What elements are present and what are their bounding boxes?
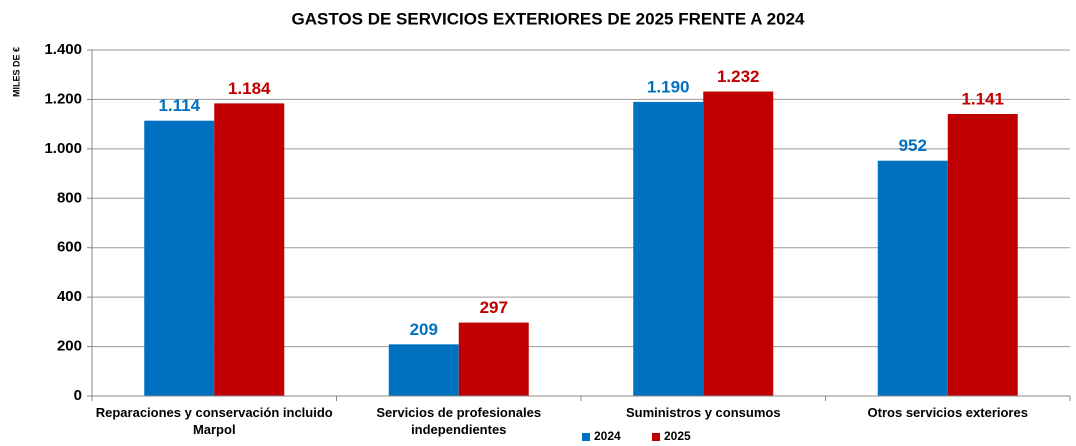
x-tick-label: Suministros y consumos	[625, 405, 781, 420]
y-tick-label: 0	[74, 387, 82, 404]
data-label: 1.190	[647, 77, 690, 96]
data-label: 1.141	[961, 89, 1004, 108]
x-tick-label: Otros servicios exteriores	[867, 405, 1028, 420]
bar	[144, 120, 215, 396]
x-tick-label: Reparaciones y conservación incluido Mar…	[95, 405, 333, 437]
legend-swatch	[652, 433, 660, 441]
bar	[947, 114, 1018, 396]
legend-swatch	[582, 433, 590, 441]
data-label: 1.114	[158, 96, 200, 115]
y-tick-label: 1.200	[44, 90, 82, 107]
legend-label: 2024	[594, 429, 621, 443]
data-label: 952	[899, 136, 927, 155]
legend-label: 2025	[664, 429, 691, 443]
y-tick-label: 400	[57, 288, 82, 305]
bar	[214, 103, 285, 396]
data-label: 1.232	[717, 67, 760, 86]
bar	[633, 101, 704, 397]
y-tick-label: 200	[57, 338, 82, 355]
y-tick-label: 600	[57, 239, 82, 256]
bar	[877, 160, 948, 396]
y-tick-label: 1.000	[44, 140, 82, 157]
bar	[458, 322, 529, 396]
y-tick-label: 800	[57, 189, 82, 206]
data-label: 1.184	[228, 79, 271, 98]
data-label: 209	[410, 320, 438, 339]
data-label: 297	[480, 298, 508, 317]
bar	[388, 344, 459, 396]
y-tick-label: 1.400	[44, 41, 82, 58]
chart-title: GASTOS DE SERVICIOS EXTERIORES DE 2025 F…	[292, 9, 806, 28]
y-axis-label: MILES DE €	[11, 47, 21, 97]
x-tick-label: Servicios de profesionales independiente…	[376, 405, 542, 437]
bar	[703, 91, 774, 397]
